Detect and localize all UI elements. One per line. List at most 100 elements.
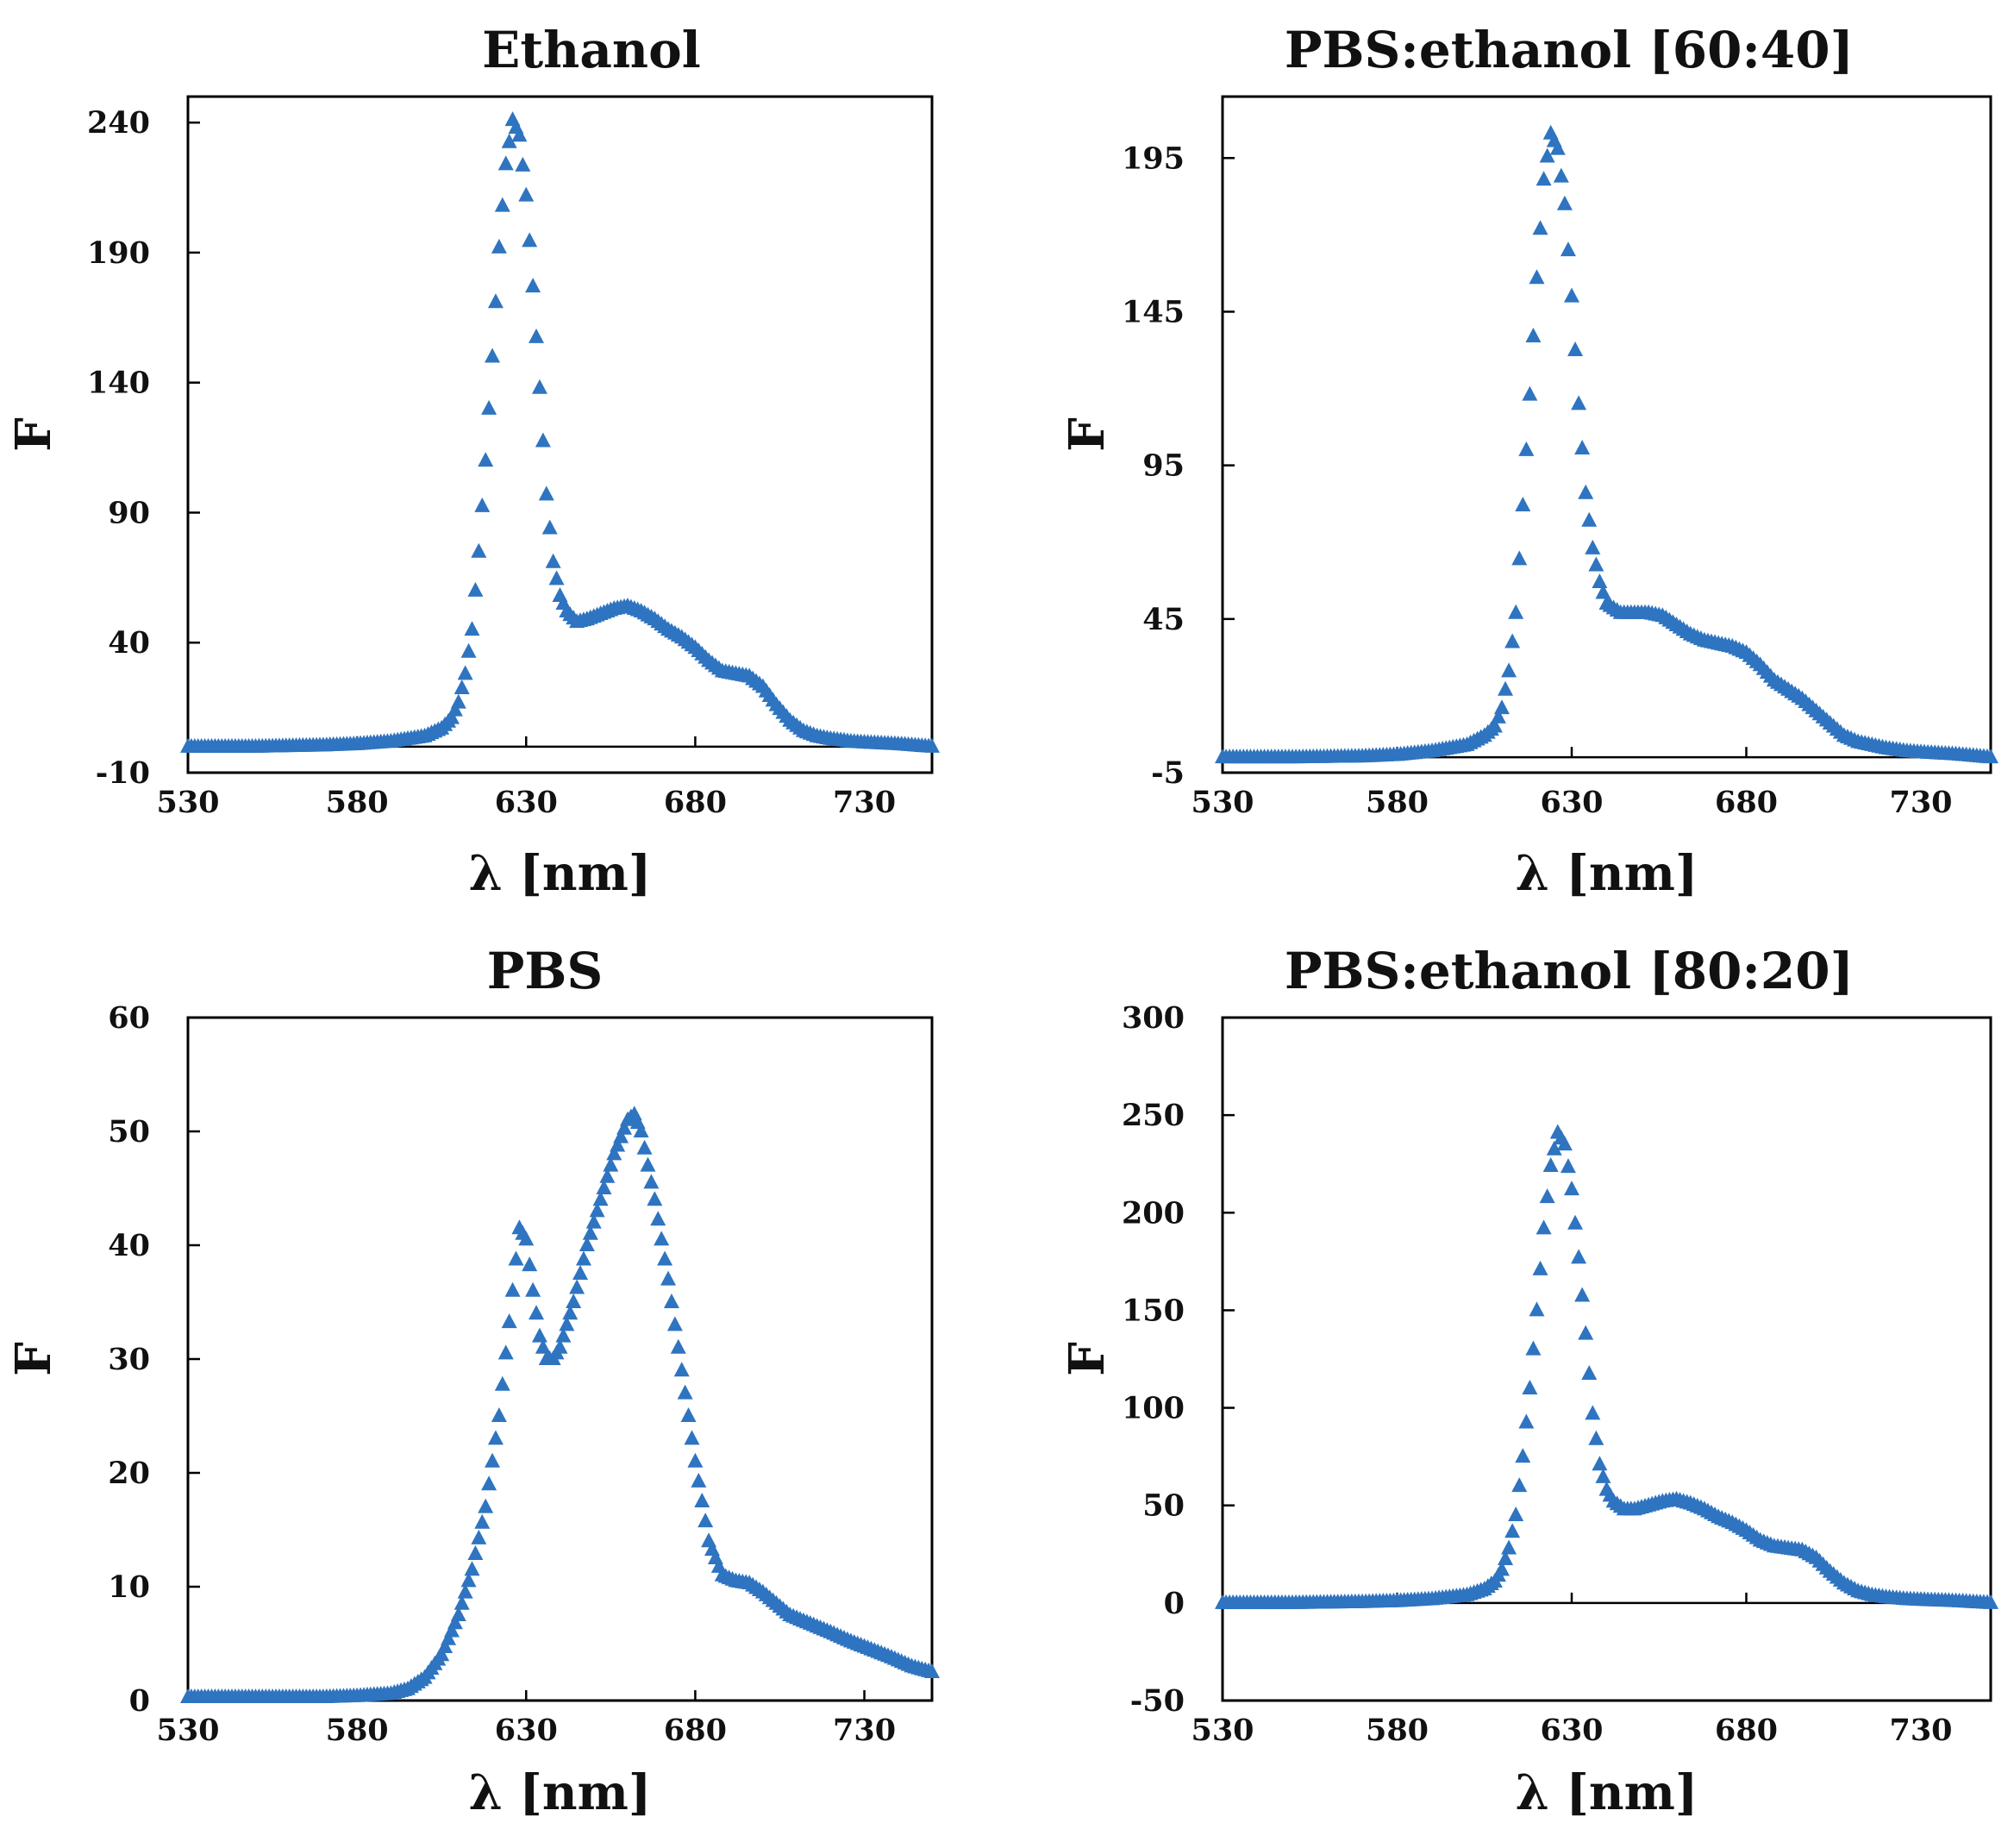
chart-title: PBS:ethanol [60:40] <box>1285 21 1854 79</box>
data-point-marker <box>1536 171 1552 186</box>
data-point-marker <box>633 1123 649 1137</box>
data-point-marker <box>522 1256 538 1272</box>
data-point-marker <box>562 1305 579 1320</box>
data-point-marker <box>647 1191 663 1206</box>
data-point-marker <box>1588 1430 1604 1445</box>
x-tick-label: 580 <box>1366 1713 1429 1748</box>
x-tick-label: 730 <box>833 1713 896 1748</box>
data-point-marker <box>441 1630 457 1645</box>
data-point-marker <box>1522 1379 1538 1394</box>
data-point-marker <box>1501 662 1517 678</box>
data-series <box>1215 1124 1998 1609</box>
chart-title: PBS <box>487 942 604 1000</box>
data-point-marker <box>535 432 551 448</box>
data-point-marker <box>572 1265 589 1280</box>
data-point-marker <box>660 1270 677 1286</box>
data-point-marker <box>515 156 531 172</box>
x-tick-label: 730 <box>1889 1713 1952 1748</box>
data-point-marker <box>1511 1477 1528 1493</box>
data-point-marker <box>460 642 477 658</box>
data-point-marker <box>603 1156 619 1172</box>
data-point-marker <box>1532 1260 1548 1275</box>
x-tick-label: 580 <box>326 1713 389 1748</box>
data-point-marker <box>471 1529 487 1544</box>
data-point-marker <box>1571 1249 1587 1264</box>
data-point-marker <box>592 1191 609 1206</box>
data-point-marker <box>1508 1507 1524 1522</box>
data-point-marker <box>1498 680 1514 696</box>
data-point-marker <box>467 1545 484 1561</box>
y-tick-label: 50 <box>108 1114 150 1150</box>
x-tick-label: 530 <box>156 785 219 820</box>
data-point-marker <box>1595 1468 1611 1483</box>
data-point-marker <box>924 1663 940 1678</box>
y-tick-label: 140 <box>87 366 150 401</box>
y-tick-label: 300 <box>1122 1000 1185 1036</box>
data-point-marker <box>541 519 558 535</box>
data-point-marker <box>1529 1301 1545 1317</box>
data-point-marker <box>1490 708 1506 724</box>
data-point-marker <box>1501 1539 1517 1555</box>
data-point-marker <box>437 1638 453 1653</box>
chart-panel-pbs-ethanol-60-40: PBS:ethanol [60:40] 530 580 630 680 730 -5 45 95… <box>1059 21 1998 902</box>
x-tick-label: 630 <box>495 1713 558 1748</box>
data-point-marker <box>487 1430 504 1445</box>
data-point-marker <box>457 665 473 680</box>
data-point-marker <box>606 1145 622 1161</box>
data-point-marker <box>491 238 507 254</box>
data-point-marker <box>485 1452 501 1468</box>
x-tick-label: 530 <box>156 1713 219 1748</box>
data-point-marker <box>508 1250 524 1266</box>
data-point-marker <box>529 328 545 343</box>
y-tick-label: 60 <box>108 1000 150 1036</box>
data-point-marker <box>559 1316 575 1331</box>
data-point-marker <box>1585 1405 1601 1420</box>
data-point-marker <box>481 1475 497 1491</box>
data-point-marker <box>1567 1214 1584 1230</box>
data-point-marker <box>670 1338 686 1354</box>
data-point-marker <box>1556 195 1573 210</box>
data-point-marker <box>1595 584 1611 599</box>
data-point-marker <box>636 1139 653 1155</box>
data-point-marker <box>673 1362 690 1377</box>
y-tick-label: 95 <box>1142 448 1185 484</box>
x-tick-label: 680 <box>664 1713 727 1748</box>
data-point-marker <box>663 1294 679 1308</box>
y-tick-label: 45 <box>1142 602 1185 637</box>
data-point-marker <box>1983 749 1998 764</box>
y-axis-label: F <box>1059 1342 1116 1376</box>
data-point-marker <box>1553 167 1569 183</box>
data-series <box>180 1106 940 1704</box>
data-point-marker <box>1529 269 1545 285</box>
data-point-marker <box>1515 496 1531 511</box>
data-point-marker <box>529 1305 545 1320</box>
y-tick-label: 240 <box>87 105 150 141</box>
data-point-marker <box>464 1561 480 1576</box>
data-point-marker <box>1525 1340 1542 1356</box>
data-point-marker <box>478 452 494 467</box>
data-point-marker <box>1581 511 1598 527</box>
data-point-marker <box>1592 573 1608 589</box>
x-tick-label: 680 <box>1715 785 1778 820</box>
data-point-marker <box>450 1607 466 1621</box>
data-point-marker <box>518 186 535 202</box>
data-point-marker <box>1592 1456 1608 1471</box>
x-tick-label: 630 <box>1540 785 1603 820</box>
y-tick-label: 250 <box>1122 1098 1185 1133</box>
plot-frame <box>1221 95 1992 774</box>
x-axis-label: λ [nm] <box>469 845 652 902</box>
x-tick-label: 680 <box>1715 1713 1778 1748</box>
data-point-marker <box>1983 1594 1998 1609</box>
data-point-marker <box>460 1572 477 1588</box>
data-point-marker <box>579 1237 595 1251</box>
data-point-marker <box>525 278 541 293</box>
y-tick-label: 190 <box>87 235 150 271</box>
data-point-marker <box>467 581 484 597</box>
data-point-marker <box>1560 1158 1576 1174</box>
data-point-marker <box>650 1211 666 1226</box>
y-tick-label: 0 <box>129 1683 150 1719</box>
data-point-marker <box>531 1327 547 1343</box>
data-point-marker <box>616 1119 633 1135</box>
data-point-marker <box>443 1622 460 1638</box>
